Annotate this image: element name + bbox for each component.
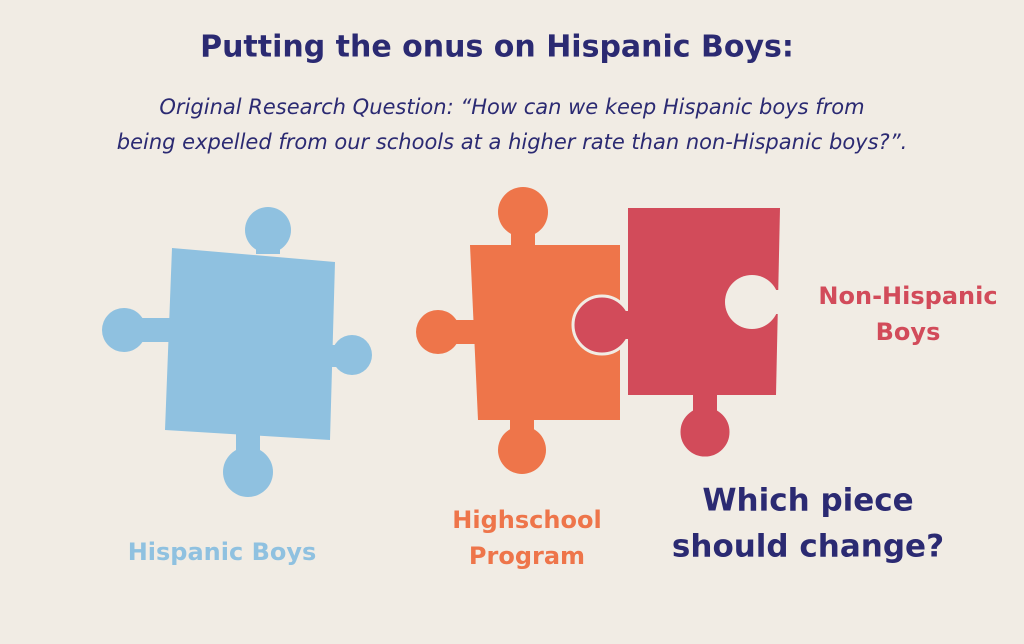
subtitle-line: being expelled from our schools at a hig…: [117, 130, 908, 154]
question: should change?: [672, 529, 944, 565]
red-piece-body: [612, 208, 784, 415]
subtitle-line: Original Research Question: “How can we …: [159, 95, 864, 119]
piece-label: Hispanic Boys: [128, 538, 317, 566]
piece-label: Highschool: [452, 506, 601, 534]
red-piece: [571, 294, 733, 460]
piece-label: Boys: [876, 318, 941, 346]
orange-piece: [416, 187, 620, 474]
piece-label: Non-Hispanic: [818, 282, 997, 310]
title: Putting the onus on Hispanic Boys:: [200, 30, 794, 65]
blue-piece: [102, 207, 372, 497]
question: Which piece: [702, 483, 913, 519]
piece-label: Program: [469, 542, 585, 570]
